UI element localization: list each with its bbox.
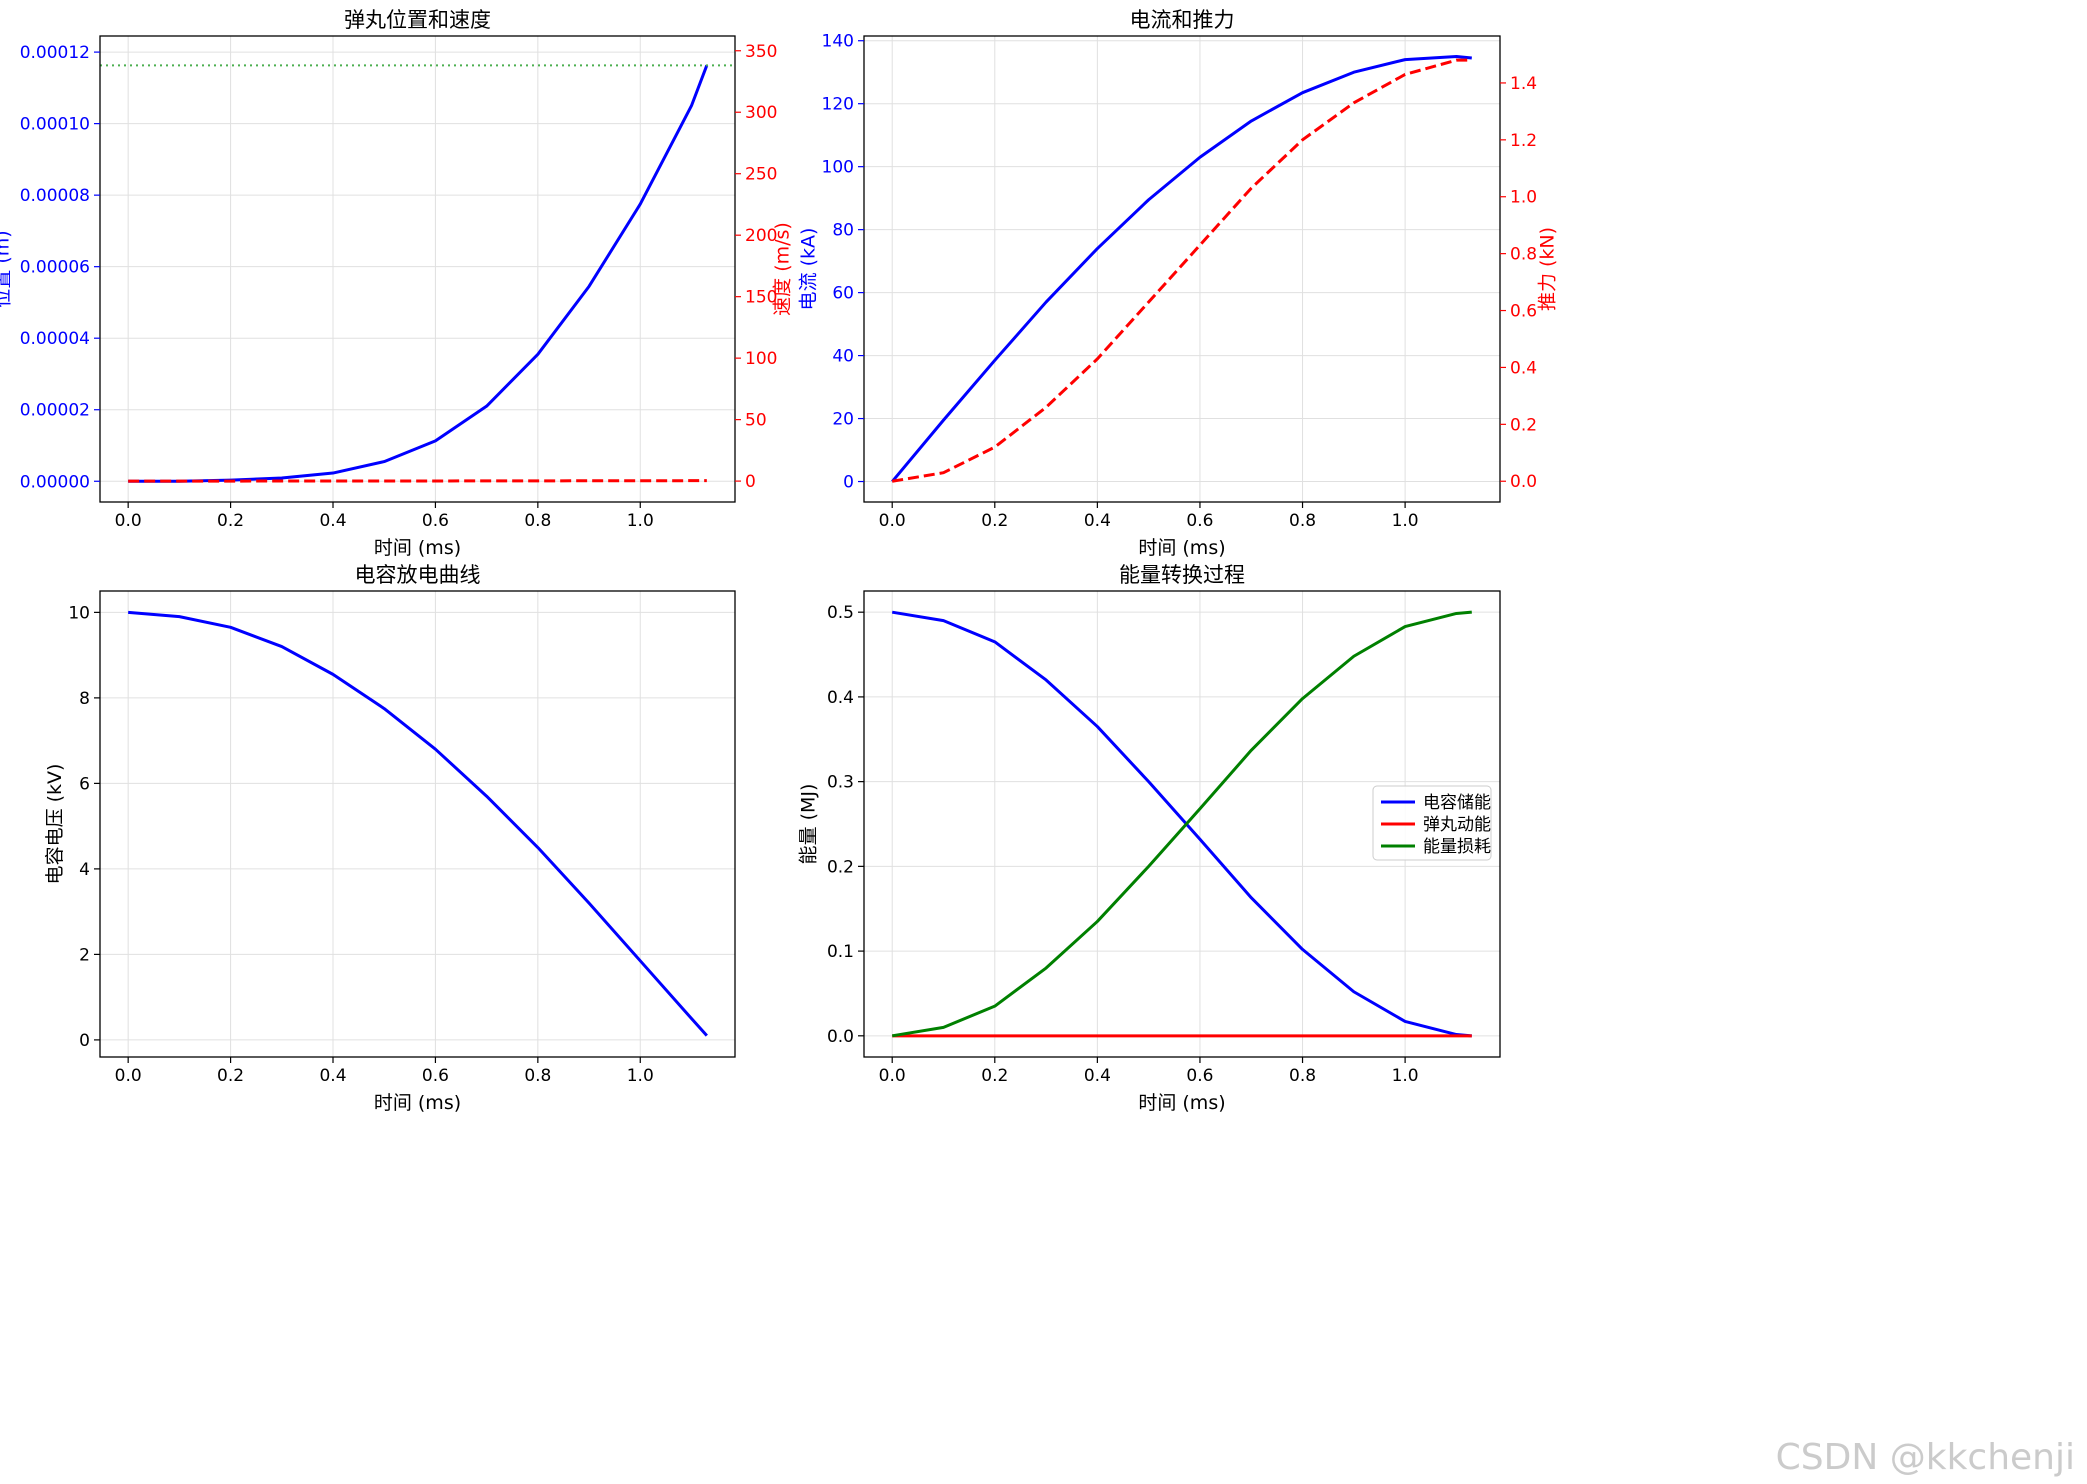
pos_vel-xtick-label-1: 0.2 <box>217 511 244 531</box>
energy-xtick-label-0: 0.0 <box>879 1066 906 1086</box>
pos_vel-ytick-label-3: 0.00006 <box>20 258 90 278</box>
pos_vel-xlabel: 时间 (ms) <box>374 537 461 559</box>
energy-series-2 <box>891 610 1472 1038</box>
energy-xlabel: 时间 (ms) <box>1138 1092 1225 1114</box>
cap_voltage-xtick-label-4: 0.8 <box>524 1066 551 1086</box>
pos_vel-ytick-right-label-3: 150 <box>745 288 777 308</box>
pos_vel-ytick-right-label-1: 50 <box>745 411 767 431</box>
energy-ytick-label-2: 0.2 <box>827 857 854 877</box>
current_force-xtick-label-4: 0.8 <box>1289 511 1316 531</box>
cap_voltage-xtick-label-2: 0.4 <box>319 1066 346 1086</box>
cap_voltage-xlabel: 时间 (ms) <box>374 1092 461 1114</box>
pos_vel-ytick-right-label-6: 300 <box>745 103 777 123</box>
pos_vel-ytick-label-6: 0.00012 <box>20 43 90 63</box>
current_force-ylabel: 电流 (kA) <box>798 228 820 311</box>
energy-xtick-label-1: 0.2 <box>981 1066 1008 1086</box>
energy-series-0 <box>891 610 1472 1038</box>
cap_voltage-ytick-label-2: 4 <box>79 860 90 880</box>
pos_vel-ytick-right-label-0: 0 <box>745 472 756 492</box>
current_force-ytick-right-label-1: 0.2 <box>1510 415 1537 435</box>
pos_vel-ytick-label-1: 0.00002 <box>20 401 90 421</box>
current_force-ytick-right-label-0: 0.0 <box>1510 472 1537 492</box>
current_force-ytick-label-7: 140 <box>822 32 854 52</box>
pos_vel-series-0 <box>128 64 709 483</box>
cap_voltage-ytick-label-5: 10 <box>68 603 90 623</box>
energy-legend-label-0: 电容储能 <box>1423 793 1491 813</box>
energy-legend-label-2: 能量损耗 <box>1423 837 1491 857</box>
current_force-ytick-label-1: 20 <box>832 410 854 430</box>
pos_vel-ytick-right-label-4: 200 <box>745 226 777 246</box>
energy-ytick-label-3: 0.3 <box>827 773 854 793</box>
energy-xtick-label-2: 0.4 <box>1084 1066 1111 1086</box>
current_force-xlabel: 时间 (ms) <box>1138 537 1225 559</box>
pos_vel-xtick-label-4: 0.8 <box>524 511 551 531</box>
energy-legend <box>1372 785 1492 861</box>
pos_vel-title: 弹丸位置和速度 <box>344 8 491 32</box>
current_force-ylabel-right: 推力 (kN) <box>1537 227 1559 311</box>
current_force-ytick-label-5: 100 <box>822 158 854 178</box>
pos_vel-xtick-label-2: 0.4 <box>319 511 346 531</box>
current_force-series-0 <box>891 54 1472 483</box>
watermark: CSDN @kkchenji <box>1775 1437 2075 1478</box>
pos_vel-ytick-label-4: 0.00008 <box>20 186 90 206</box>
energy-frame <box>863 590 1501 1058</box>
pos_vel-ytick-right-label-2: 100 <box>745 349 777 369</box>
current_force-series-1 <box>891 58 1472 483</box>
cap_voltage-ytick-label-0: 0 <box>79 1031 90 1051</box>
current_force-ytick-right-label-6: 1.2 <box>1510 131 1537 151</box>
current_force-ytick-right-label-5: 1.0 <box>1510 188 1537 208</box>
energy-ytick-label-1: 0.1 <box>827 942 854 962</box>
pos_vel-ytick-right-label-7: 350 <box>745 42 777 62</box>
current_force-ytick-right-label-7: 1.4 <box>1510 74 1537 94</box>
cap_voltage-xtick-label-0: 0.0 <box>115 1066 142 1086</box>
current_force-frame <box>863 35 1501 503</box>
pos_vel-ytick-label-0: 0.00000 <box>20 472 90 492</box>
current_force-xtick-label-3: 0.6 <box>1186 511 1213 531</box>
pos_vel-xtick-label-0: 0.0 <box>115 511 142 531</box>
current_force-ytick-label-3: 60 <box>832 284 854 304</box>
pos_vel-ytick-label-5: 0.00010 <box>20 115 90 135</box>
energy-ytick-label-4: 0.4 <box>827 688 854 708</box>
cap_voltage-xtick-label-1: 0.2 <box>217 1066 244 1086</box>
cap_voltage-ylabel: 电容电压 (kV) <box>44 764 66 885</box>
energy-ytick-label-0: 0.0 <box>827 1027 854 1047</box>
current_force-ytick-right-label-4: 0.8 <box>1510 245 1537 265</box>
pos_vel-xtick-label-3: 0.6 <box>422 511 449 531</box>
cap_voltage-title: 电容放电曲线 <box>355 563 481 587</box>
current_force-xtick-label-0: 0.0 <box>879 511 906 531</box>
current_force-ytick-right-label-2: 0.4 <box>1510 358 1537 378</box>
energy-title: 能量转换过程 <box>1119 563 1245 587</box>
pos_vel-ylabel-right: 速度 (m/s) <box>772 222 794 316</box>
cap_voltage-ytick-label-3: 6 <box>79 774 90 794</box>
cap_voltage-xtick-label-5: 1.0 <box>627 1066 654 1086</box>
energy-xtick-label-5: 1.0 <box>1392 1066 1419 1086</box>
cap_voltage-ytick-label-1: 2 <box>79 945 90 965</box>
energy-xtick-label-4: 0.8 <box>1289 1066 1316 1086</box>
pos_vel-ytick-right-label-5: 250 <box>745 165 777 185</box>
cap_voltage-frame <box>99 590 736 1058</box>
pos_vel-ylabel: 位置 (m) <box>0 230 14 307</box>
pos_vel-ytick-label-2: 0.00004 <box>20 329 90 349</box>
current_force-xtick-label-1: 0.2 <box>981 511 1008 531</box>
energy-legend-label-1: 弹丸动能 <box>1423 815 1491 835</box>
current_force-ytick-label-6: 120 <box>822 95 854 115</box>
energy-ylabel: 能量 (MJ) <box>798 784 820 865</box>
current_force-ytick-right-label-3: 0.6 <box>1510 302 1537 322</box>
current_force-ytick-label-4: 80 <box>832 221 854 241</box>
current_force-xtick-label-2: 0.4 <box>1084 511 1111 531</box>
current_force-title: 电流和推力 <box>1130 8 1235 32</box>
current_force-ytick-label-0: 0 <box>843 473 854 493</box>
cap_voltage-xtick-label-3: 0.6 <box>422 1066 449 1086</box>
cap_voltage-series-0 <box>128 610 708 1037</box>
pos_vel-frame <box>99 35 736 503</box>
cap_voltage-ytick-label-4: 8 <box>79 689 90 709</box>
current_force-xtick-label-5: 1.0 <box>1392 511 1419 531</box>
pos_vel-xtick-label-5: 1.0 <box>627 511 654 531</box>
current_force-ytick-label-2: 40 <box>832 347 854 367</box>
energy-ytick-label-5: 0.5 <box>827 603 854 623</box>
energy-xtick-label-3: 0.6 <box>1186 1066 1213 1086</box>
